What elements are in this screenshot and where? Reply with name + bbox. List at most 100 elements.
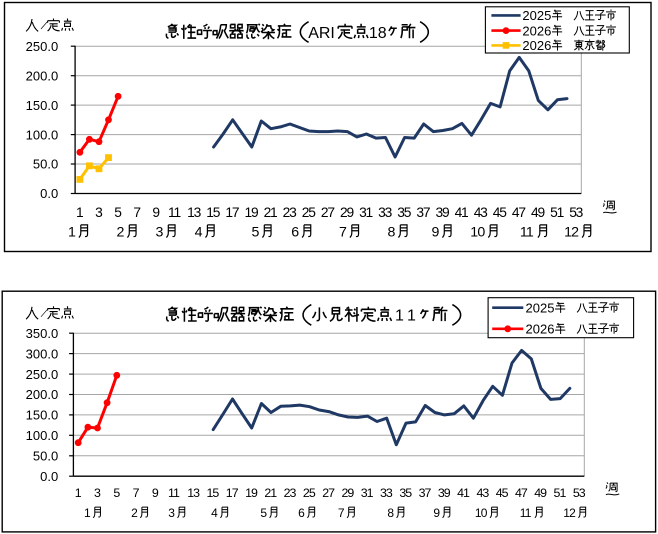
svg-text:9: 9	[433, 506, 440, 520]
svg-text:300.0: 300.0	[26, 346, 59, 361]
svg-text:2026: 2026	[526, 322, 555, 337]
svg-text:2025: 2025	[522, 8, 551, 23]
svg-text:53: 53	[569, 205, 583, 220]
svg-text:25: 25	[303, 486, 316, 500]
svg-text:1: 1	[68, 225, 76, 241]
svg-text:1: 1	[76, 205, 84, 220]
svg-text:47: 47	[512, 205, 525, 220]
svg-text:50.0: 50.0	[33, 157, 58, 172]
svg-text:5: 5	[260, 506, 267, 520]
svg-text:4: 4	[211, 506, 218, 520]
svg-text:21: 21	[264, 486, 277, 500]
svg-text:1: 1	[75, 486, 82, 500]
svg-text:200.0: 200.0	[26, 387, 59, 402]
svg-text:49: 49	[534, 486, 547, 500]
svg-text:19: 19	[245, 486, 258, 500]
svg-text:41: 41	[455, 205, 468, 220]
svg-text:8: 8	[388, 225, 396, 241]
svg-text:45: 45	[493, 205, 507, 220]
svg-text:5: 5	[252, 225, 260, 241]
svg-text:25: 25	[302, 205, 316, 220]
svg-text:45: 45	[496, 486, 509, 500]
svg-text:31: 31	[361, 486, 374, 500]
svg-text:1: 1	[407, 308, 416, 325]
svg-text:7: 7	[133, 205, 141, 220]
svg-text:50.0: 50.0	[33, 448, 58, 463]
svg-text:29: 29	[341, 486, 354, 500]
svg-text:12: 12	[564, 225, 579, 241]
svg-text:49: 49	[531, 205, 545, 220]
svg-text:10: 10	[475, 506, 488, 520]
svg-text:150.0: 150.0	[26, 408, 59, 423]
svg-text:6: 6	[291, 225, 299, 241]
svg-text:4: 4	[195, 225, 203, 241]
svg-text:47: 47	[515, 486, 528, 500]
svg-text:23: 23	[284, 486, 297, 500]
svg-text:5: 5	[114, 205, 122, 220]
svg-text:3: 3	[156, 225, 164, 241]
svg-text:11: 11	[520, 225, 534, 241]
svg-text:18: 18	[369, 25, 387, 42]
svg-text:100.0: 100.0	[26, 127, 59, 142]
svg-text:12: 12	[563, 506, 576, 520]
svg-text:9: 9	[152, 205, 160, 220]
svg-text:11: 11	[520, 506, 532, 520]
svg-text:150.0: 150.0	[26, 98, 59, 113]
svg-text:250.0: 250.0	[26, 39, 59, 54]
svg-text:350.0: 350.0	[26, 326, 59, 341]
svg-text:1: 1	[84, 506, 91, 520]
svg-text:19: 19	[244, 205, 258, 220]
svg-text:27: 27	[322, 486, 335, 500]
svg-text:11: 11	[168, 486, 180, 500]
svg-text:27: 27	[321, 205, 334, 220]
svg-text:3: 3	[94, 486, 101, 500]
svg-text:39: 39	[438, 486, 451, 500]
svg-text:8: 8	[387, 506, 394, 520]
svg-text:17: 17	[225, 205, 238, 220]
svg-text:ARI: ARI	[308, 25, 335, 42]
svg-text:0.0: 0.0	[40, 469, 58, 484]
svg-text:37: 37	[416, 205, 429, 220]
svg-text:0.0: 0.0	[40, 186, 58, 201]
svg-text:43: 43	[476, 486, 489, 500]
svg-text:37: 37	[419, 486, 432, 500]
svg-text:15: 15	[206, 205, 220, 220]
svg-text:9: 9	[432, 225, 440, 241]
svg-text:51: 51	[554, 486, 567, 500]
svg-text:2026: 2026	[522, 23, 551, 38]
svg-text:13: 13	[187, 205, 201, 220]
svg-text:43: 43	[474, 205, 488, 220]
svg-text:13: 13	[187, 486, 200, 500]
svg-text:17: 17	[226, 486, 239, 500]
svg-text:21: 21	[264, 205, 277, 220]
svg-text:33: 33	[380, 486, 393, 500]
svg-text:41: 41	[457, 486, 470, 500]
svg-text:35: 35	[399, 486, 412, 500]
svg-text:3: 3	[95, 205, 103, 220]
svg-text:29: 29	[340, 205, 354, 220]
svg-text:2: 2	[131, 506, 138, 520]
svg-text:33: 33	[378, 205, 392, 220]
svg-text:31: 31	[359, 205, 372, 220]
svg-text:7: 7	[338, 506, 345, 520]
svg-text:35: 35	[397, 205, 411, 220]
svg-text:23: 23	[283, 205, 297, 220]
svg-text:2: 2	[117, 225, 125, 241]
svg-text:2026: 2026	[522, 38, 551, 53]
svg-text:200.0: 200.0	[26, 68, 59, 83]
svg-text:250.0: 250.0	[26, 367, 59, 382]
svg-text:39: 39	[435, 205, 449, 220]
svg-text:7: 7	[133, 486, 140, 500]
svg-text:100.0: 100.0	[26, 428, 59, 443]
svg-text:7: 7	[339, 225, 347, 241]
svg-text:51: 51	[550, 205, 563, 220]
svg-text:1: 1	[395, 308, 404, 325]
svg-text:53: 53	[573, 486, 586, 500]
svg-text:5: 5	[113, 486, 120, 500]
svg-text:11: 11	[168, 205, 180, 220]
svg-text:9: 9	[152, 486, 159, 500]
svg-text:3: 3	[168, 506, 175, 520]
svg-text:6: 6	[298, 506, 305, 520]
svg-text:10: 10	[470, 225, 485, 241]
svg-text:2025: 2025	[526, 300, 555, 315]
